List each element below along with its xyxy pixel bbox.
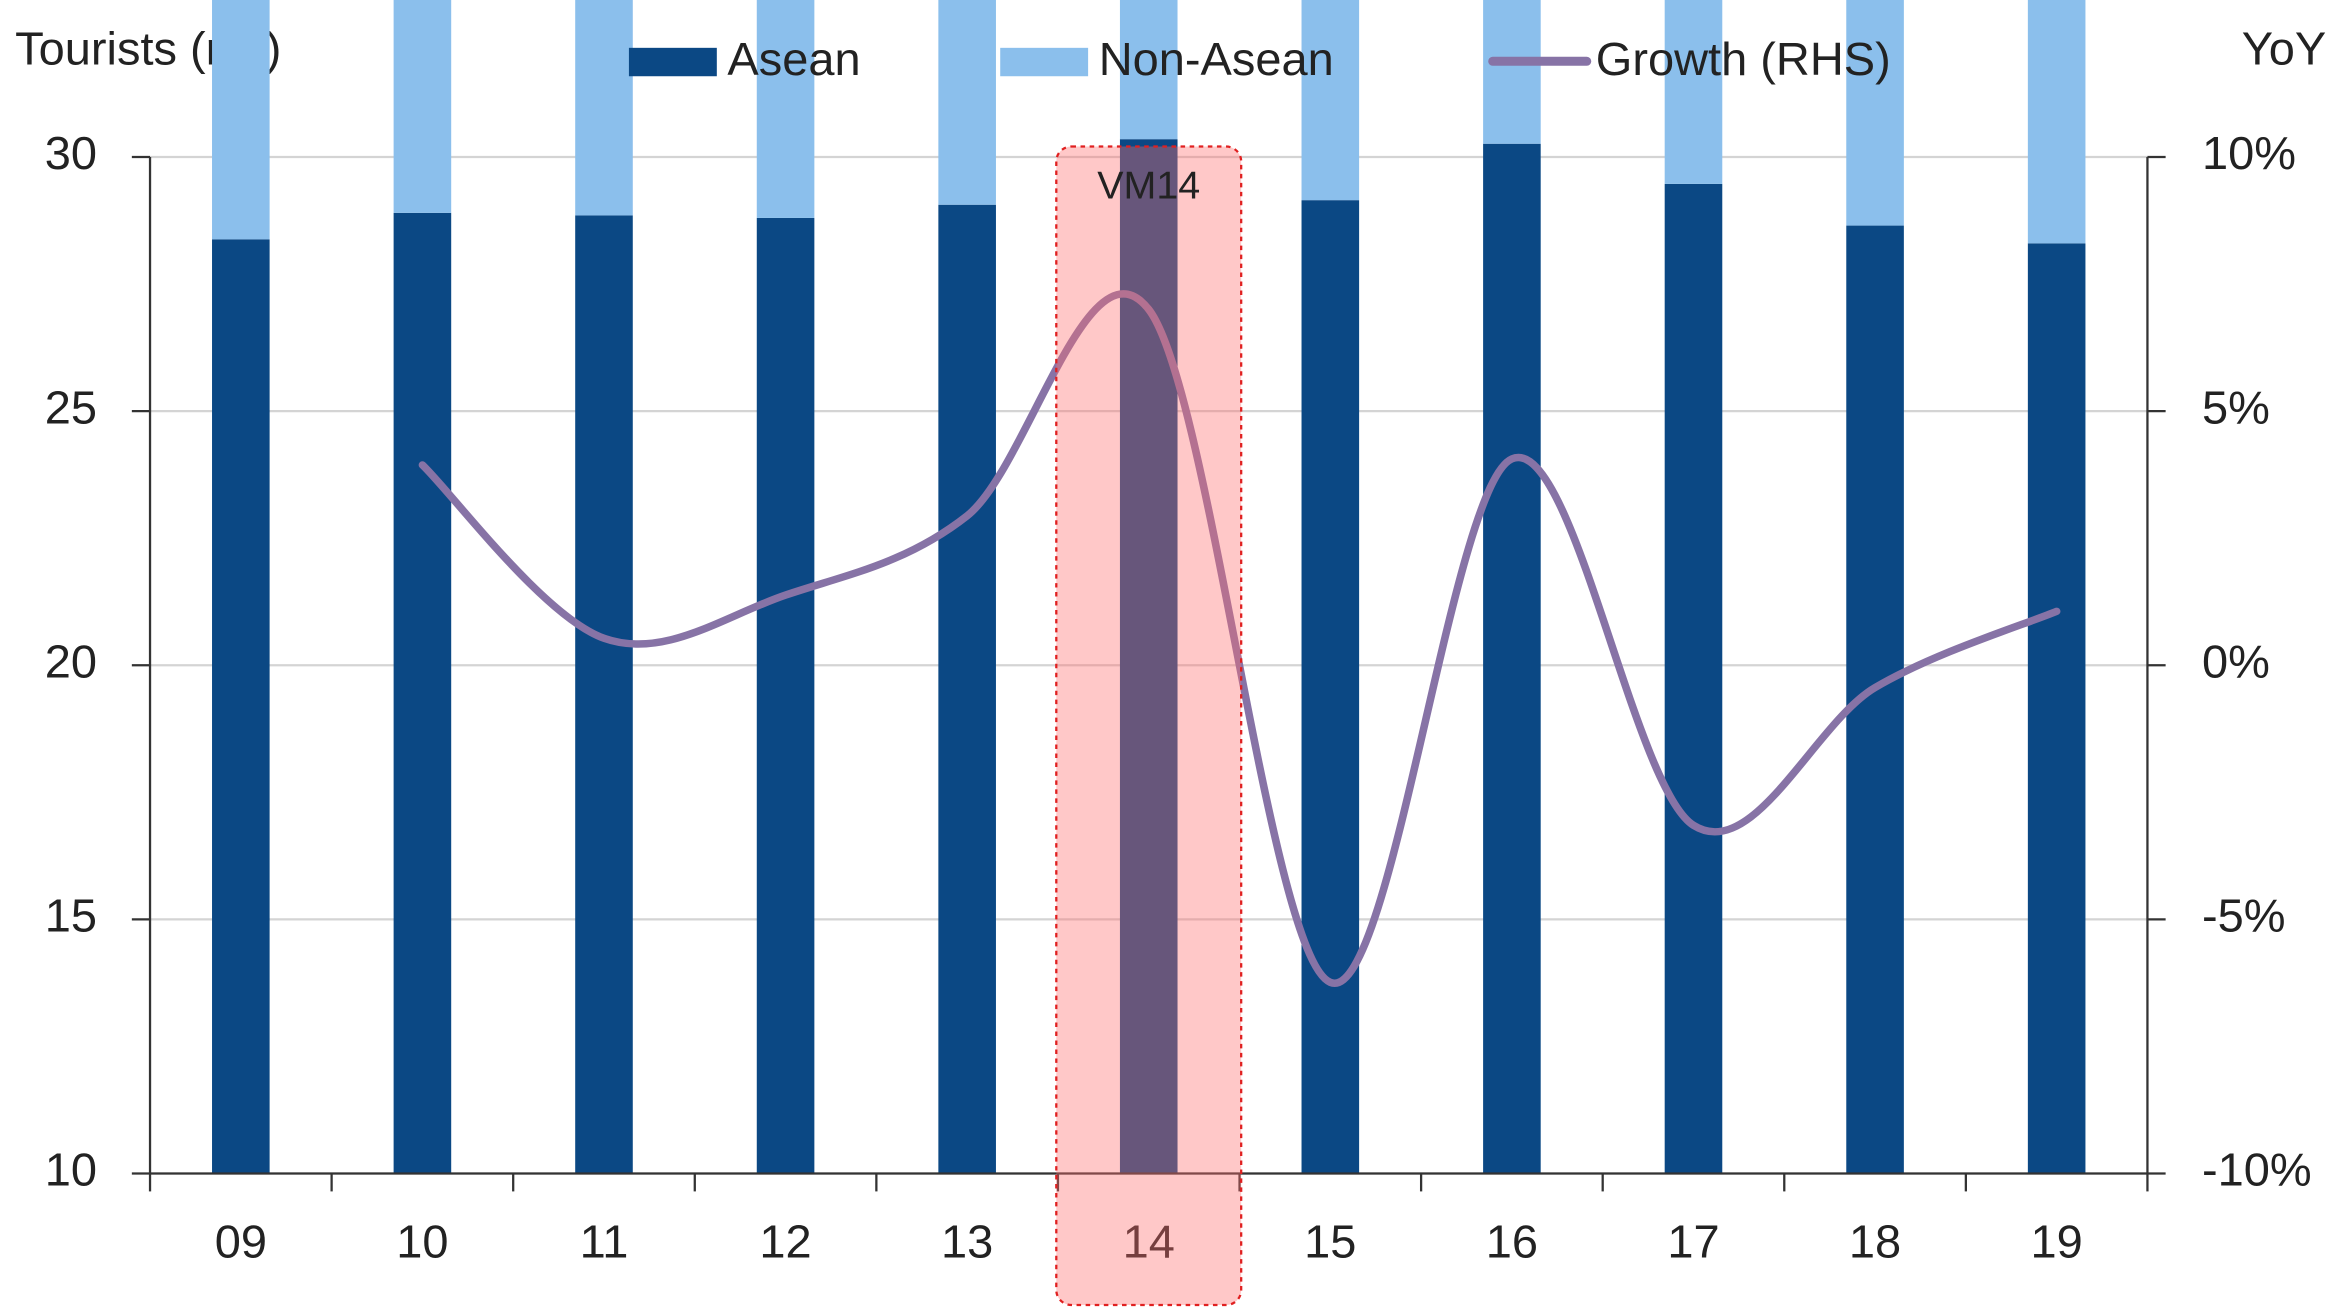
x-tick-label: 19 xyxy=(2031,1216,2083,1268)
y-tick-label: 10 xyxy=(45,1144,97,1196)
x-tick-label: 15 xyxy=(1304,1216,1356,1268)
y-tick-label: 25 xyxy=(45,382,97,434)
bar xyxy=(212,0,270,240)
bar xyxy=(1664,0,1723,184)
line-series xyxy=(418,290,2061,987)
legend-label: Non-Asean xyxy=(1099,33,1334,85)
bar xyxy=(756,0,815,218)
highlight-box xyxy=(1055,145,1243,1307)
y2-tick-label: -5% xyxy=(2202,890,2286,942)
bar xyxy=(1664,183,1723,1174)
bar xyxy=(938,0,996,205)
bar xyxy=(1483,143,1541,1174)
bar xyxy=(938,204,996,1174)
y2-tick-label: 10% xyxy=(2202,127,2296,179)
bar xyxy=(393,212,452,1174)
x-tick-label: 11 xyxy=(580,1216,629,1268)
x-tick-label: 18 xyxy=(1849,1216,1901,1268)
bar xyxy=(393,0,452,213)
legend-label: Growth (RHS) xyxy=(1596,33,1891,85)
x-tick-label: 17 xyxy=(1667,1216,1719,1268)
bar xyxy=(1846,0,1904,226)
legend-swatch xyxy=(1000,47,1089,77)
y2-axis-title: YoY xyxy=(2242,23,2326,75)
bar xyxy=(1301,0,1360,201)
bar xyxy=(575,215,633,1174)
y-tick-label: 15 xyxy=(45,890,97,942)
legend-label: Asean xyxy=(727,33,860,85)
x-tick-label: 10 xyxy=(396,1216,448,1268)
bar xyxy=(575,0,633,216)
legend-swatch xyxy=(628,47,717,77)
x-tick-label: 14 xyxy=(1123,1216,1175,1268)
x-tick-label: 09 xyxy=(215,1216,267,1268)
highlight-label: VM14 xyxy=(1097,165,1200,208)
bar xyxy=(1301,200,1360,1174)
y2-tick-label: -10% xyxy=(2202,1144,2312,1196)
bar xyxy=(212,239,270,1174)
bar xyxy=(1483,0,1541,144)
bar xyxy=(756,217,815,1174)
x-tick-label: 12 xyxy=(759,1216,811,1268)
x-tick-label: 16 xyxy=(1486,1216,1538,1268)
y2-tick-label: 5% xyxy=(2202,382,2270,434)
bar xyxy=(1119,0,1178,140)
y2-tick-label: 0% xyxy=(2202,636,2270,688)
bar xyxy=(2027,0,2086,244)
bar xyxy=(2027,243,2086,1174)
y-tick-label: 30 xyxy=(45,127,97,179)
x-tick-label: 13 xyxy=(941,1216,993,1268)
y-tick-label: 20 xyxy=(45,636,97,688)
